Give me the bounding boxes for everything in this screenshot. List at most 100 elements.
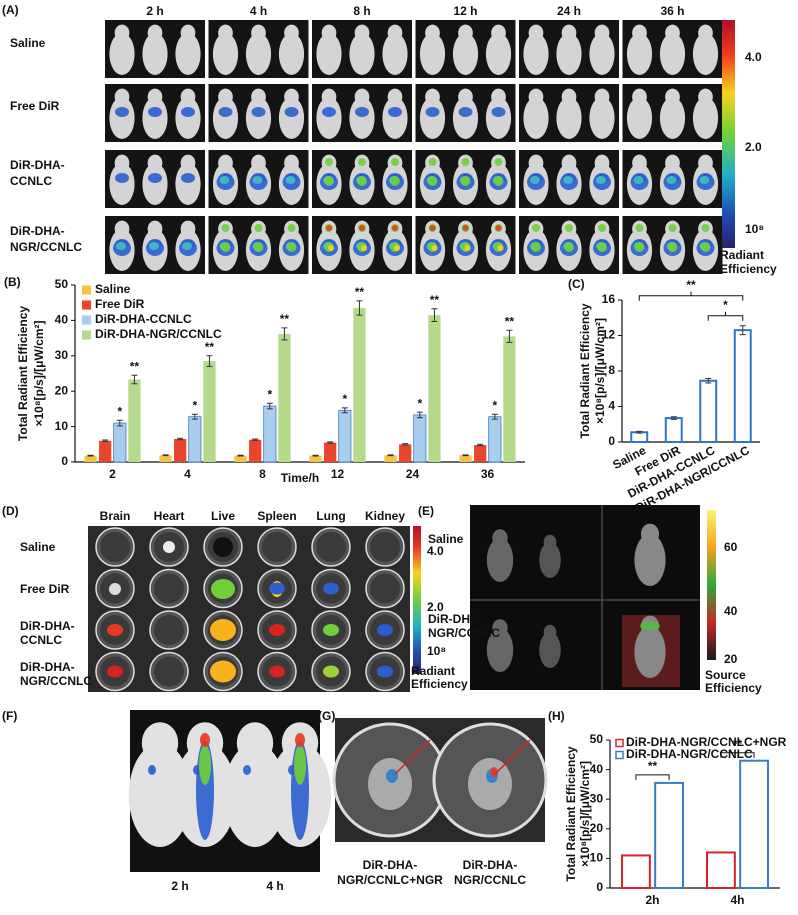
mouse-head [665, 154, 680, 172]
bar [384, 455, 397, 462]
organ-blob [377, 665, 393, 678]
mouse-body [634, 534, 666, 586]
fluorescence [115, 173, 129, 183]
y-axis-label: ×10⁸[p/s]/[μW/cm²] [593, 318, 607, 424]
error-bar [387, 454, 394, 457]
mouse-head [491, 24, 506, 42]
bar [128, 379, 141, 462]
legend-label: DiR-DHA-NGR/CCNLC+NGR [626, 735, 787, 749]
y-tick-label: 20 [590, 821, 604, 835]
mouse-body [419, 33, 446, 75]
fluorescence [633, 176, 644, 184]
fluorescence [394, 245, 400, 251]
fluorescence [386, 769, 398, 783]
image-frame [88, 526, 410, 692]
fluorescence [497, 245, 504, 251]
error-bar [431, 308, 438, 322]
mouse-body [109, 33, 135, 75]
fluorescence [531, 242, 541, 252]
bracket [720, 752, 755, 758]
mouse-body [109, 97, 135, 139]
colorbar-label: 4.0 [427, 544, 444, 558]
bar [324, 442, 337, 462]
time-label: 4 h [250, 4, 267, 18]
bar [203, 361, 216, 462]
row-label: DiR-DHA- [20, 619, 75, 633]
mouse-head [284, 24, 299, 42]
fluorescence [285, 176, 296, 184]
mouse-head [236, 722, 274, 764]
mouse-head [218, 154, 233, 172]
error-bar [237, 454, 244, 457]
mouse-body [692, 97, 719, 139]
mouse-head [321, 24, 337, 42]
significance: ** [733, 737, 743, 751]
time-label: 36 h [660, 4, 684, 18]
mouse-head [543, 534, 557, 550]
significance: ** [355, 285, 365, 299]
mouse-body [486, 628, 514, 672]
y-tick-label: 50 [55, 277, 69, 291]
bar [174, 438, 187, 462]
error-bar [462, 454, 469, 457]
x-tick-label: 12 [331, 467, 345, 481]
mouse-body [212, 33, 239, 75]
colorbar-title: Radiant [720, 248, 764, 262]
mouse-head [147, 24, 163, 42]
fluorescence [220, 242, 231, 252]
row-label: DiR-DHA- [428, 612, 483, 626]
y-tick-label: 30 [590, 791, 604, 805]
bar [338, 409, 352, 463]
fluorescence [295, 733, 305, 747]
fluorescence [460, 176, 471, 186]
colorbar-label: 40 [724, 604, 738, 618]
fluorescence [565, 224, 573, 232]
bar [474, 445, 487, 462]
group-label: DiR-DHA- [363, 858, 418, 872]
fluorescence [357, 176, 367, 186]
mouse-head [698, 24, 713, 42]
mouse-body [486, 538, 514, 582]
mouse-body [245, 97, 272, 139]
row-label: Free DiR [20, 582, 70, 596]
mouse-head [147, 220, 163, 238]
colorbar-label: 10⁸ [745, 222, 764, 236]
error-bar [281, 327, 288, 341]
mouse-head [251, 24, 266, 42]
fluorescence [425, 107, 440, 117]
colorbar [707, 510, 716, 660]
mouse-head [114, 220, 130, 238]
mouse-body [142, 163, 168, 205]
row-label: DiR-DHA- [20, 660, 75, 674]
y-tick-label: 16 [602, 292, 616, 306]
fluorescence [181, 173, 195, 183]
error-bar [356, 300, 363, 316]
error-bar [327, 441, 334, 444]
bar [630, 431, 649, 443]
bar [733, 329, 752, 443]
error-bar [87, 454, 94, 457]
organ-blob [377, 624, 393, 636]
mouse-head [180, 24, 196, 42]
significance: * [417, 396, 422, 410]
bar [99, 440, 112, 462]
fluorescence [388, 107, 402, 117]
row-label: CCNLC [20, 633, 62, 647]
x-tick-label: 8 [259, 467, 266, 481]
mouse-body [419, 97, 446, 139]
mouse-body [278, 97, 305, 139]
mouse-body [589, 33, 615, 75]
fluorescence [564, 242, 574, 252]
organ-blob [323, 665, 339, 678]
mouse-body [539, 632, 561, 668]
y-tick-label: 0 [608, 434, 615, 448]
mouse-body [278, 33, 305, 75]
bar [503, 336, 516, 462]
mouse-body [382, 33, 408, 75]
x-tick-label: 2h [645, 893, 659, 907]
bar [84, 455, 97, 462]
fluorescence [182, 242, 192, 250]
mouse-head [698, 88, 713, 106]
fluorescence [667, 242, 678, 252]
fluorescence [596, 176, 606, 184]
